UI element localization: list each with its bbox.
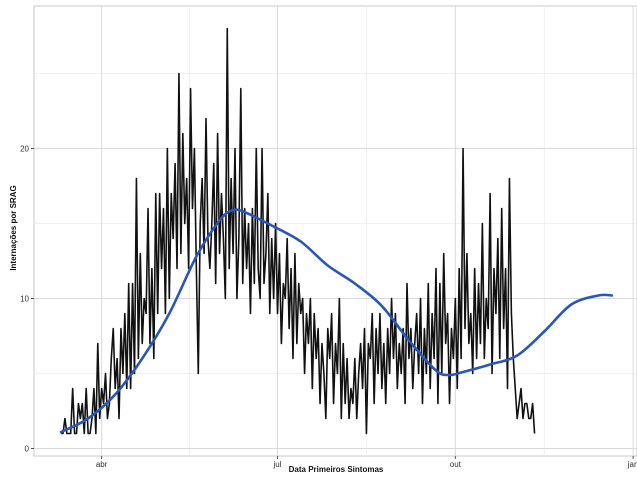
plot-panel — [33, 5, 637, 457]
x-tick-label: abr — [96, 460, 108, 469]
x-tick-label: jan — [627, 460, 637, 469]
y-tick-label: 10 — [20, 295, 29, 304]
axis-ticks: 0 10 20 abr jul out jan — [20, 145, 637, 470]
x-tick-label: jul — [273, 460, 282, 469]
smoothed-trend-line — [59, 208, 614, 434]
x-axis-title: Data Primeiros Sintomas — [289, 465, 384, 474]
daily-admissions-line — [61, 27, 536, 435]
y-tick-label: 20 — [20, 145, 29, 154]
x-tick-label: out — [450, 460, 462, 469]
y-tick-label: 0 — [25, 445, 30, 454]
y-axis-title: Internações por SRAG — [9, 185, 18, 270]
